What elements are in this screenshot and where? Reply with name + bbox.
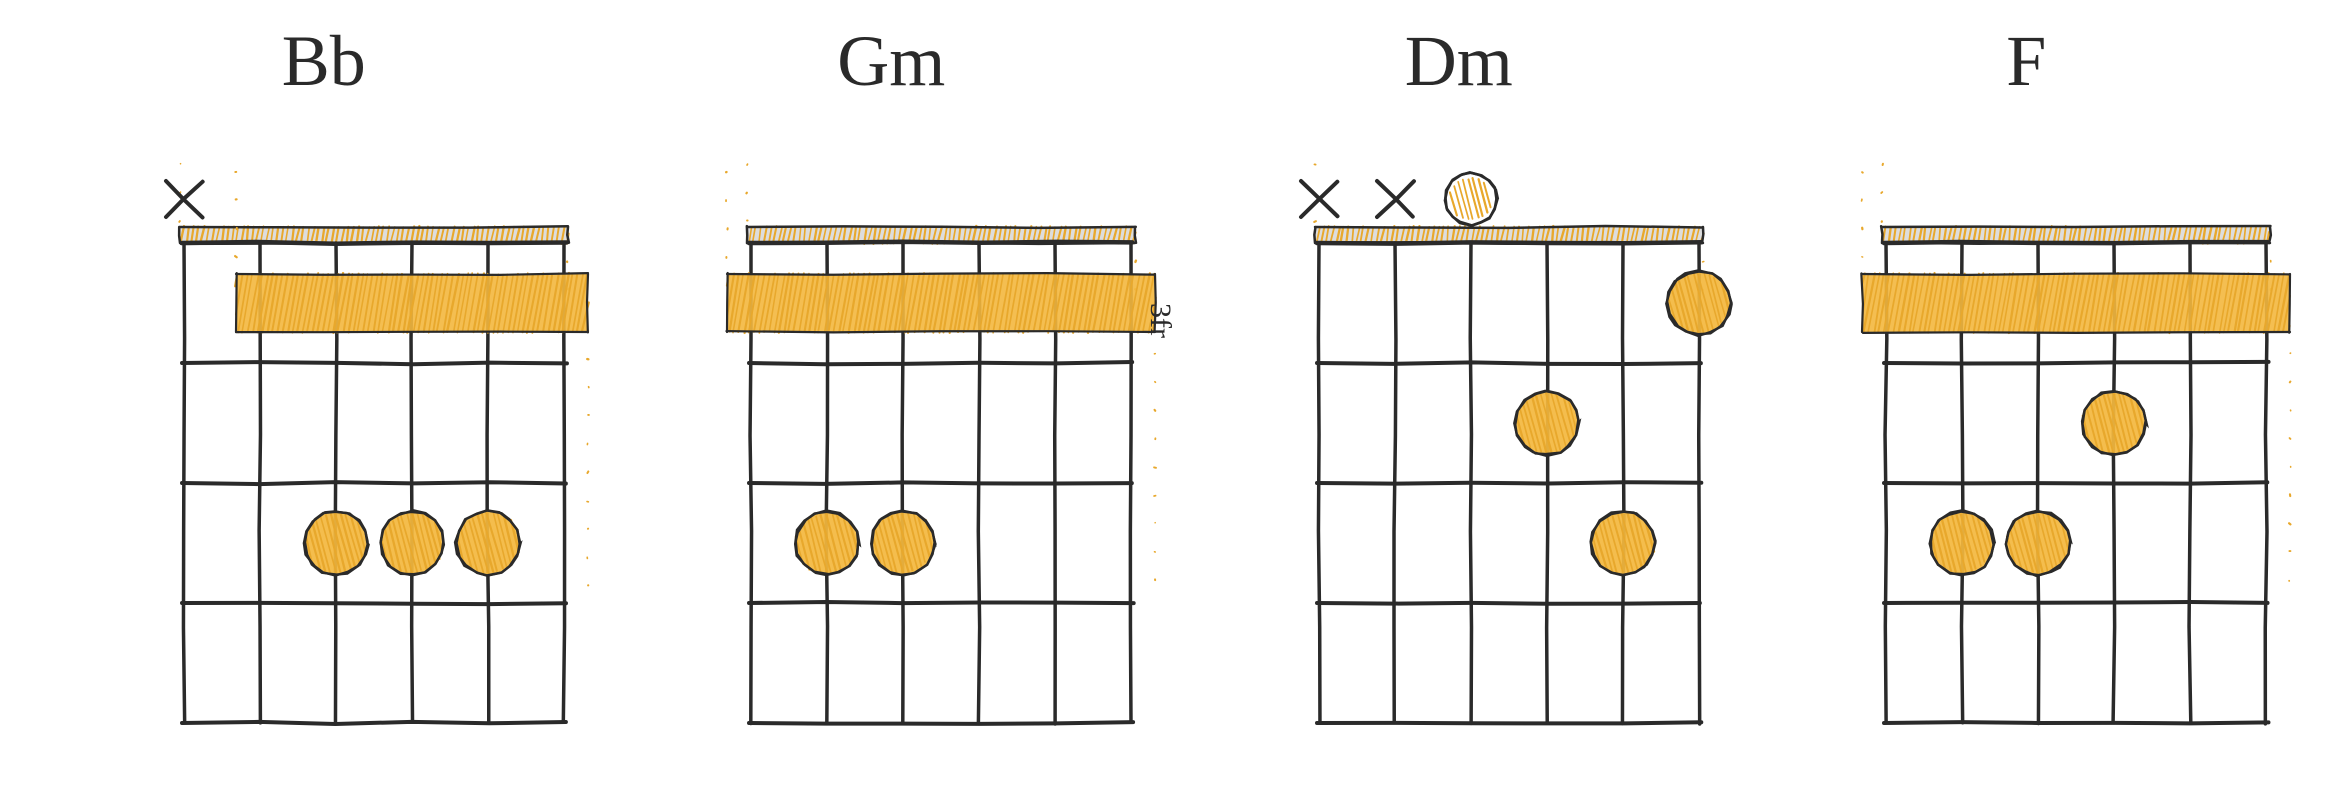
fretboard-svg: [1249, 153, 1769, 793]
finger-dot: [2082, 391, 2147, 455]
nut: [747, 153, 1137, 290]
finger-dots: [795, 510, 936, 575]
finger-dot: [1514, 391, 1579, 456]
finger-dot: [2006, 511, 2071, 576]
finger-dot: [1666, 270, 1731, 336]
chord-name: F: [2006, 20, 2046, 103]
finger-dot: [304, 511, 369, 576]
open-marker: [1445, 172, 1498, 225]
mute-marker: [1301, 181, 1338, 217]
fretboard: 3fr: [681, 153, 1101, 753]
fret-position-label: 3fr: [1144, 303, 1177, 338]
chord-diagram-row: Bb Gm 3fr Dm F: [0, 0, 2350, 800]
chord-name: Bb: [282, 20, 366, 103]
fretboard-svg: [114, 153, 634, 793]
finger-dot: [455, 510, 520, 575]
fretboard: [1249, 153, 1669, 753]
string-markers: [1301, 172, 1498, 225]
chord-name: Gm: [837, 20, 945, 103]
fretboard: [1816, 153, 2236, 753]
chord-diagram: F: [1816, 20, 2236, 753]
string-markers: [166, 181, 203, 217]
finger-dot: [380, 510, 444, 575]
nut: [1881, 153, 2271, 290]
chord-name: Dm: [1405, 20, 1513, 103]
barre: [726, 153, 1156, 580]
nut: [179, 153, 569, 289]
barre: [1861, 153, 2291, 581]
nut: [1314, 153, 1704, 290]
frets: [1317, 242, 1701, 723]
finger-dot: [871, 511, 936, 576]
chord-diagram: Bb: [114, 20, 534, 753]
chord-diagram: Gm 3fr: [681, 20, 1101, 753]
fretboard-svg: 3fr: [681, 153, 1201, 793]
finger-dot: [1590, 511, 1655, 575]
finger-dot: [795, 510, 860, 575]
mute-marker: [1377, 181, 1414, 217]
chord-diagram: Dm: [1249, 20, 1669, 753]
fretboard-svg: [1816, 153, 2336, 793]
finger-dots: [304, 510, 521, 575]
fretboard: [114, 153, 534, 753]
finger-dot: [1930, 510, 1995, 575]
mute-marker: [166, 181, 203, 217]
